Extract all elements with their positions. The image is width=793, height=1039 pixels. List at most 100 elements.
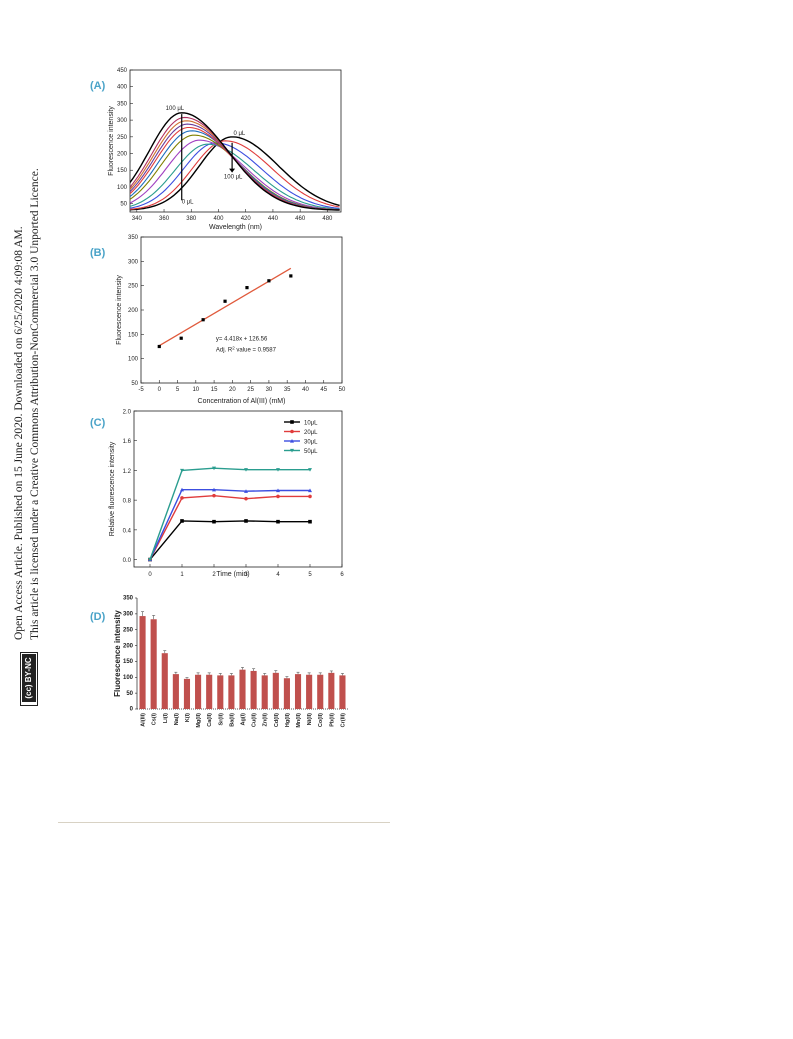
panel-d-bar [139,616,146,709]
panel-c-marker [180,487,184,492]
panel-d-bar [283,678,290,709]
panel-d-bar [161,653,168,709]
panel-d-category-label: Pb(II) [329,713,335,727]
panel-a-ytick-label: 400 [117,85,128,91]
panel-d-category-label: Cu(II) [252,713,258,727]
panel-b-data-point [201,318,205,322]
panel-c-marker [244,489,248,493]
panel-d-label: (D) [90,611,106,623]
panel-c-ytick-label: 1.6 [123,439,132,445]
panel-c-marker [276,488,280,493]
panel-c-xtick-label: 3 [244,572,248,578]
panel-b-data-point [289,274,293,278]
panel-d-bar [339,675,346,709]
panel-b-data-point [267,279,271,283]
panel-a-xtick-label: 460 [295,216,306,222]
panel-c-marker [212,466,216,471]
panel-b-fit-line [158,267,292,347]
panel-b-ytick-label: 350 [128,235,139,241]
panel-a-ytick-label: 50 [120,202,127,208]
panel-c-legend-label: 20μL [304,430,318,436]
panel-b-equation: y= 4.418x + 126.56 [216,337,268,343]
panel-b-ytick-label: 200 [128,308,139,314]
panel-a-xtick-label: 420 [241,216,252,222]
panel-d-ytick-label: 100 [123,675,134,681]
panel-c-marker [212,487,216,492]
panel-c-ytick-label: 0.8 [123,499,132,505]
panel-d-bar [195,674,202,709]
panel-a-arrowhead [229,168,236,173]
panel-d-category-label: Hg(II) [285,713,291,727]
panel-d-bar [306,674,313,709]
panel-b-data-point [179,336,183,340]
panel-a-xtick-label: 440 [268,216,279,222]
panel-d-bar [150,619,157,709]
panel-c-xtick-label: 4 [276,572,280,578]
panel-c-legend-label: 10μL [304,421,318,427]
panel-c-xtick-label: 6 [340,572,344,578]
panel-a: (A) 340 360 380 400 420 440 460 480 50 100 150 200 25… [90,68,342,231]
panel-a-xlabel: Wavelength (nm) [209,224,262,231]
panel-c-marker [290,420,294,424]
panel-a-spectrum-line [130,142,340,210]
panel-a-xtick-label: 360 [159,216,170,222]
panel-c-xtick-label: 1 [180,572,184,578]
panel-a-ytick-label: 350 [117,101,128,107]
panel-b-xtick-label: 50 [339,387,346,393]
panel-b-xtick-label: 45 [320,387,327,393]
panel-a-spectrum-line [130,140,340,210]
panel-c-xtick-label: 5 [308,572,312,578]
panel-c-marker [180,496,184,500]
panel-b-xtick-label: 40 [302,387,309,393]
cc-license-badge[interactable]: (cc) BY-NC [20,652,38,706]
panel-a-frame [129,69,342,213]
panel-d-category-label: Zn(II) [263,713,269,727]
panel-c-marker [180,468,184,473]
panel-a-xtick-label: 480 [322,216,333,222]
panel-b-ytick-label: 150 [128,332,139,338]
panel-d-category-label: Sr(II) [218,713,224,726]
panel-d-bar [272,672,279,709]
panel-d-bar [317,674,324,709]
panel-c-marker [148,557,152,562]
panel-b-data-point [223,299,227,303]
panel-a-annotation: 0 μL [182,200,194,206]
panel-d-ytick-label: 50 [126,691,133,697]
panel-d-ylabel: Fluorescence intensity [113,610,122,697]
panel-a-spectrum-line [130,139,340,211]
panel-d-category-label: Mn(II) [296,713,302,728]
panel-c-marker [308,519,312,524]
panel-c-marker [308,494,312,499]
panel-d-ytick-label: 200 [123,643,134,649]
panel-d-bar [250,670,257,709]
panel-d-category-label: Na(I) [174,713,180,725]
panel-c-marker [276,468,280,472]
panel-a-ytick-label: 200 [117,152,128,158]
panel-d-category-label: Cr(III) [340,713,346,728]
panel-b-ytick-label: 100 [128,357,139,363]
panel-a-xtick-label: 380 [186,216,197,222]
panel-c-marker [212,493,216,498]
panel-d-ytick-label: 250 [123,627,134,633]
panel-c-marker [276,519,280,524]
panel-b-xtick-label: -5 [138,387,144,393]
panel-c-marker [290,439,294,443]
panel-a-ytick-label: 300 [117,118,128,124]
panel-d-bar [328,672,335,709]
panel-b-xtick-label: 25 [247,387,254,393]
panel-d-bar [228,675,235,709]
panel-b-xtick-label: 15 [211,387,218,393]
panel-b-ytick-label: 300 [128,259,139,265]
panel-a-ytick-label: 250 [117,135,128,141]
panel-b-data-point [157,344,161,349]
panel-a-ytick-label: 100 [117,185,128,191]
sidebar-license: Open Access Article. Published on 15 Jun… [0,0,50,1039]
panel-d-category-label: Li(I) [163,713,169,723]
panel-d-category-label: Al(III) [141,713,147,727]
panel-a-annotation: 100 μL [224,175,243,181]
panel-a-spectrum-line [130,112,340,211]
panel-d-bar [239,669,246,709]
panel-c-marker [290,429,294,434]
panel-d-category-label: Mg(II) [196,713,202,728]
